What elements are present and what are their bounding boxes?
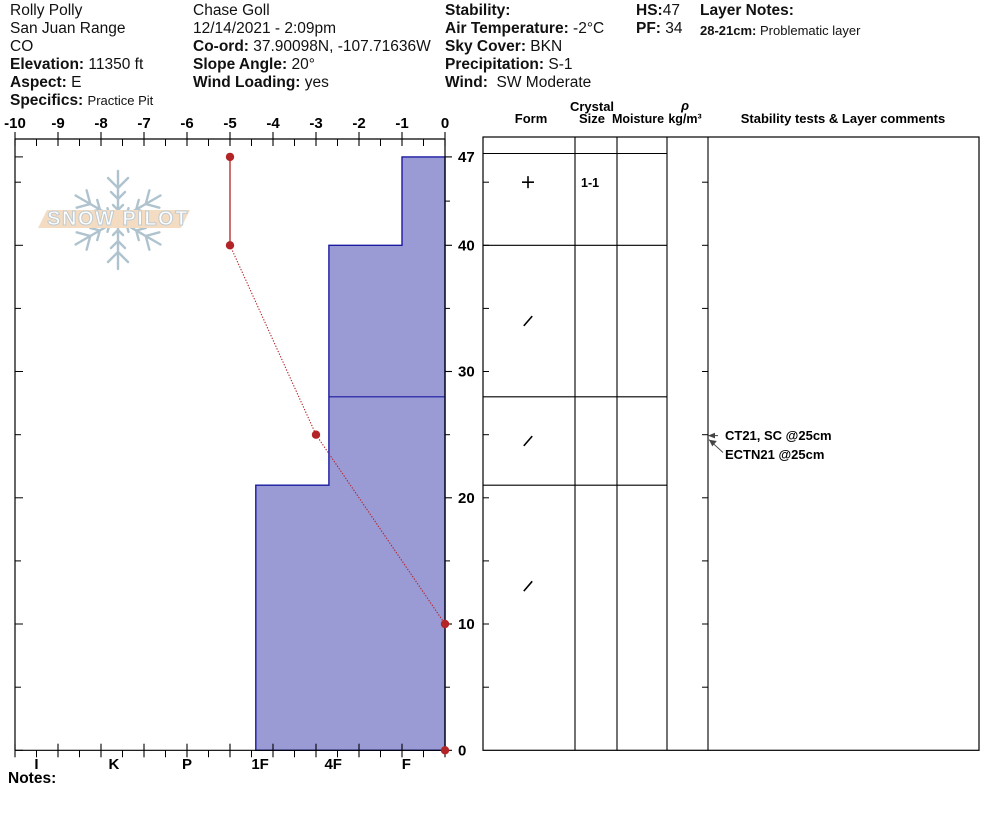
svg-text:SNOW PILOT: SNOW PILOT — [47, 208, 189, 230]
